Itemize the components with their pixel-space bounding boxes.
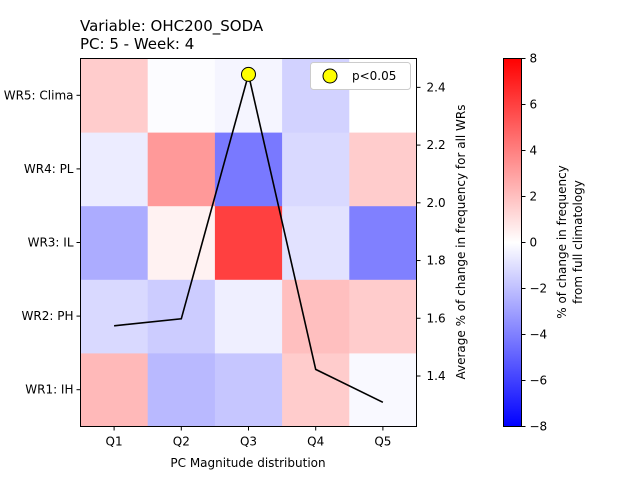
colorbar-ticks: 8 6 4 2 0 −2 −4 −6 −8 [521, 52, 548, 434]
heatmap-cell [147, 132, 216, 207]
colorbar-label-line1: % of change in frequency [555, 165, 569, 319]
y2-axis-label: Average % of change in frequency for all… [454, 104, 468, 379]
heatmap-cell [80, 352, 149, 427]
legend: p<0.05 [310, 62, 411, 90]
significance-point [241, 66, 256, 82]
x-tick-label: Q2 [173, 435, 190, 449]
colorbar-tick-label: 8 [530, 52, 538, 66]
y-axis-ticks: WR1: IH WR2: PH WR3: IL WR4: PL WR5: Clima [4, 88, 81, 397]
colorbar-tick-label: 0 [530, 236, 538, 250]
x-axis-ticks: Q1 Q2 Q3 Q4 Q5 [106, 426, 391, 449]
y-tick-label: WR2: PH [22, 309, 74, 323]
y2-tick-label: 1.6 [427, 311, 446, 325]
chart-title-line1: Variable: OHC200_SODA [80, 17, 264, 36]
heatmap-cell [349, 352, 417, 427]
legend-box [310, 62, 411, 90]
y2-tick-label: 2.2 [427, 138, 446, 152]
y2-tick-label: 2.4 [427, 80, 446, 94]
heatmap-cell [214, 205, 283, 280]
y-tick-label: WR3: IL [28, 236, 74, 250]
colorbar-tick-label: −4 [530, 328, 548, 342]
x-tick-label: Q4 [307, 435, 324, 449]
heatmap-cell [80, 205, 149, 280]
heatmap-cell [214, 132, 283, 207]
y-tick-label: WR1: IH [25, 383, 73, 397]
heatmap-cell [349, 205, 417, 280]
colorbar-tick-label: 2 [530, 190, 538, 204]
x-tick-label: Q3 [240, 435, 257, 449]
y2-tick-label: 2.0 [427, 196, 446, 210]
y2-tick-label: 1.8 [427, 254, 446, 268]
heatmap-cells [80, 58, 417, 427]
colorbar-tick-label: −6 [530, 374, 548, 388]
x-tick-label: Q1 [106, 435, 123, 449]
colorbar-label-line2: from full climatology [571, 180, 585, 304]
legend-marker [322, 68, 338, 84]
colorbar-tick-label: 4 [530, 144, 538, 158]
y2-tick-label: 1.4 [427, 369, 446, 383]
heatmap-cell [80, 279, 149, 354]
heatmap-cell [349, 279, 417, 354]
heatmap-cell [282, 279, 350, 354]
heatmap-cell [80, 58, 149, 133]
significance-points [241, 66, 256, 82]
heatmap-cell [80, 132, 149, 207]
heatmap-cell [349, 132, 417, 207]
y2-axis-ticks: 2.4 2.2 2.0 1.8 1.6 1.4 [416, 80, 446, 383]
y-tick-label: WR4: PL [24, 162, 74, 176]
colorbar-tick-label: −8 [530, 420, 548, 434]
colorbar [503, 58, 521, 427]
x-axis-label: PC Magnitude distribution [170, 456, 325, 470]
chart-title-line2: PC: 5 - Week: 4 [80, 35, 194, 53]
heatmap-cell [147, 58, 216, 133]
colorbar-tick-label: 6 [530, 98, 538, 112]
heatmap-cell [147, 205, 216, 280]
x-tick-label: Q5 [374, 435, 391, 449]
heatmap-cell [282, 352, 350, 427]
heatmap-cell [282, 132, 350, 207]
y-tick-label: WR5: Clima [4, 88, 74, 102]
heatmap-cell [147, 352, 216, 427]
colorbar-tick-label: −2 [530, 282, 548, 296]
heatmap-cell [282, 205, 350, 280]
legend-label: p<0.05 [352, 69, 396, 83]
heatmap-cell [214, 279, 283, 354]
heatmap-cell [214, 352, 283, 427]
